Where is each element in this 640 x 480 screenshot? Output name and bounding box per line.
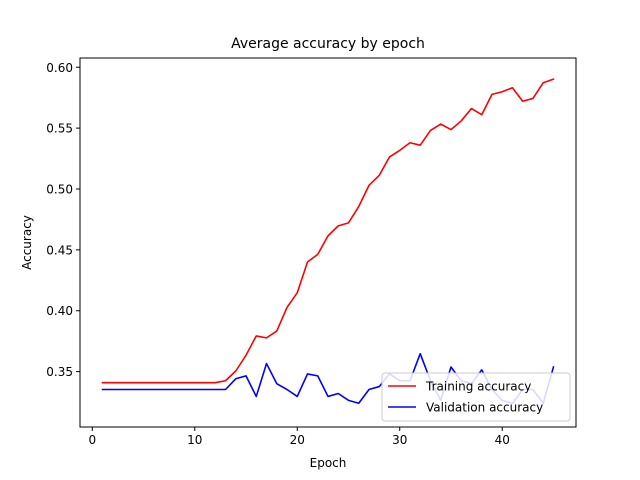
y-tick-label: 0.45 [46,243,73,257]
legend-entry-label: Validation accuracy [426,401,543,415]
x-tick-label: 40 [495,433,510,447]
y-tick-label: 0.40 [46,304,73,318]
legend-box [381,372,571,422]
y-tick-label: 0.35 [46,365,73,379]
y-tick-label: 0.50 [46,182,73,196]
y-axis-label: Accuracy [20,215,34,270]
plot-area-frame [79,57,577,428]
legend: Training accuracy Validation accuracy [381,372,571,422]
legend-entry-label: Training accuracy [425,380,531,394]
y-tick-label: 0.60 [46,61,73,75]
axis-ticks: 0 10 20 30 40 0.35 0.40 0.45 0.50 0.55 0.60 [46,61,510,447]
series-line-training-accuracy [101,78,555,384]
x-tick-label: 10 [187,433,202,447]
x-tick-label: 20 [290,433,305,447]
x-tick-label: 0 [88,433,96,447]
x-axis-label: Epoch [310,456,347,470]
chart-title: Average accuracy by epoch [231,36,425,52]
y-tick-label: 0.55 [46,122,73,136]
x-tick-label: 30 [392,433,407,447]
